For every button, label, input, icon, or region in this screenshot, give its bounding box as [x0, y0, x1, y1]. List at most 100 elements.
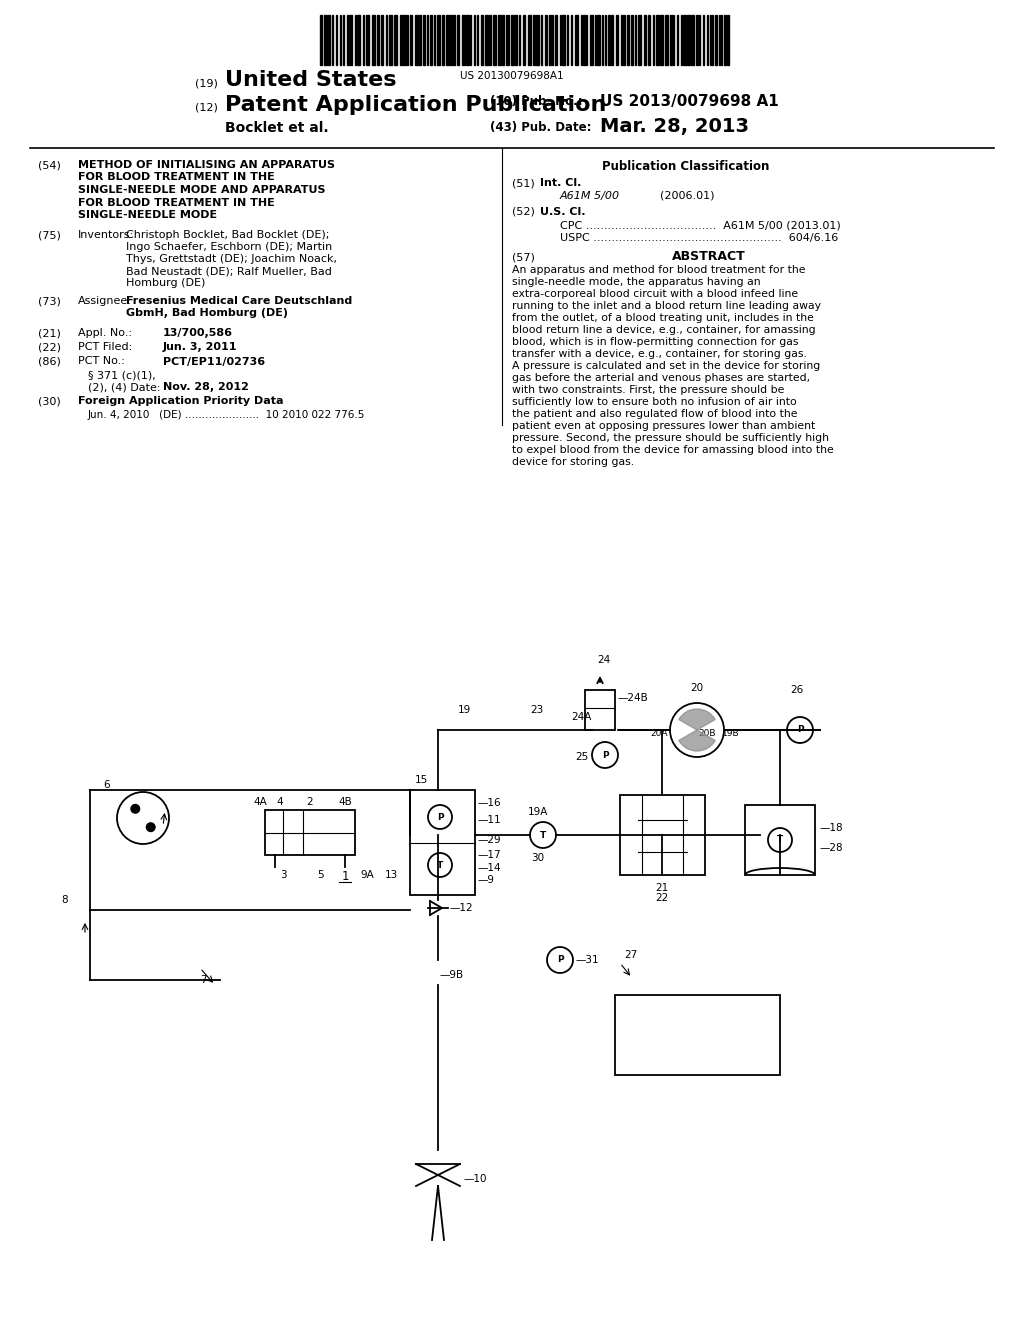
Text: —9: —9	[477, 875, 494, 884]
Text: T: T	[540, 830, 546, 840]
Bar	[265, 810, 355, 855]
Text: (2), (4) Date:: (2), (4) Date:	[88, 383, 161, 392]
Text: USPC ....................................................  604/6.16: USPC ...................................…	[560, 234, 839, 243]
Text: 5: 5	[316, 870, 324, 880]
Text: —10: —10	[464, 1173, 487, 1184]
Wedge shape	[679, 709, 715, 730]
Bar	[324, 15, 327, 65]
Text: patient even at opposing pressures lower than ambient: patient even at opposing pressures lower…	[512, 421, 815, 432]
Bar	[493, 15, 496, 65]
Bar	[415, 15, 418, 65]
Text: FOR BLOOD TREATMENT IN THE: FOR BLOOD TREATMENT IN THE	[78, 173, 274, 182]
Bar	[453, 15, 455, 65]
Text: § 371 (c)(1),: § 371 (c)(1),	[88, 371, 156, 380]
Text: Appl. No.:: Appl. No.:	[78, 329, 132, 338]
Text: to expel blood from the device for amassing blood into the: to expel blood from the device for amass…	[512, 445, 834, 455]
Text: 22: 22	[655, 894, 669, 903]
Bar	[366, 15, 369, 65]
Text: (57): (57)	[512, 252, 535, 261]
Text: the patient and also regulated flow of blood into the: the patient and also regulated flow of b…	[512, 409, 798, 418]
Text: Bocklet et al.: Bocklet et al.	[225, 121, 329, 135]
Text: sufficiently low to ensure both no infusion of air into: sufficiently low to ensure both no infus…	[512, 397, 797, 407]
Text: (86): (86)	[38, 356, 60, 367]
Text: PCT Filed:: PCT Filed:	[78, 342, 132, 352]
Bar	[388, 15, 391, 65]
Bar	[514, 15, 517, 65]
Bar	[745, 805, 815, 875]
Text: Bad Neustadt (DE); Ralf Mueller, Bad: Bad Neustadt (DE); Ralf Mueller, Bad	[126, 267, 332, 276]
Text: (30): (30)	[38, 396, 60, 407]
Text: blood return line a device, e.g., container, for amassing: blood return line a device, e.g., contai…	[512, 325, 816, 335]
Text: (21): (21)	[38, 329, 60, 338]
Text: (73): (73)	[38, 297, 60, 306]
Text: (54): (54)	[38, 160, 60, 170]
Bar	[660, 15, 663, 65]
Text: U.S. Cl.: U.S. Cl.	[540, 207, 586, 216]
Bar	[419, 15, 421, 65]
Text: device for storing gas.: device for storing gas.	[512, 457, 634, 467]
Text: 8: 8	[61, 895, 68, 906]
Text: 7: 7	[200, 975, 207, 985]
Bar	[665, 15, 668, 65]
Text: P: P	[602, 751, 608, 759]
Text: 20: 20	[690, 682, 703, 693]
Bar	[336, 15, 337, 65]
Text: ABSTRACT: ABSTRACT	[672, 249, 745, 263]
Bar	[620, 795, 705, 875]
Text: Int. Cl.: Int. Cl.	[540, 178, 582, 187]
Text: Thys, Grettstadt (DE); Joachim Noack,: Thys, Grettstadt (DE); Joachim Noack,	[126, 255, 337, 264]
Text: (51): (51)	[512, 178, 535, 187]
Text: CPC ....................................  A61M 5/00 (2013.01): CPC ....................................…	[560, 220, 841, 230]
Text: PCT/EP11/02736: PCT/EP11/02736	[163, 356, 265, 367]
Text: running to the inlet and a blood return line leading away: running to the inlet and a blood return …	[512, 301, 821, 312]
Text: —9B: —9B	[440, 970, 464, 979]
Bar	[677, 15, 678, 65]
Bar	[446, 15, 449, 65]
Text: 19A: 19A	[527, 807, 548, 817]
Text: Publication Classification: Publication Classification	[602, 160, 769, 173]
Wedge shape	[679, 730, 715, 751]
Text: P: P	[557, 956, 563, 965]
Text: United States: United States	[225, 70, 396, 90]
Text: SINGLE-NEEDLE MODE: SINGLE-NEEDLE MODE	[78, 210, 217, 220]
Text: 20A: 20A	[650, 729, 668, 738]
Text: Ingo Schaefer, Eschborn (DE); Martin: Ingo Schaefer, Eschborn (DE); Martin	[126, 243, 332, 252]
Bar	[381, 15, 383, 65]
Bar	[707, 15, 708, 65]
Bar	[570, 15, 572, 65]
Text: (10) Pub. No.:: (10) Pub. No.:	[490, 95, 583, 108]
Bar	[631, 15, 633, 65]
Bar	[399, 15, 402, 65]
Text: US 20130079698A1: US 20130079698A1	[460, 71, 564, 81]
Text: (2006.01): (2006.01)	[660, 191, 715, 201]
Bar	[372, 15, 375, 65]
Bar	[555, 15, 557, 65]
Bar	[476, 15, 478, 65]
Bar	[511, 15, 513, 65]
Bar	[536, 15, 539, 65]
Bar	[462, 15, 465, 65]
Bar	[450, 15, 452, 65]
Text: (22): (22)	[38, 342, 61, 352]
Text: FOR BLOOD TREATMENT IN THE: FOR BLOOD TREATMENT IN THE	[78, 198, 274, 207]
Text: —31: —31	[575, 954, 600, 965]
Text: blood, which is in flow-permitting connection for gas: blood, which is in flow-permitting conne…	[512, 337, 799, 347]
Bar	[342, 15, 344, 65]
Text: from the outlet, of a blood treating unit, includes in the: from the outlet, of a blood treating uni…	[512, 313, 814, 323]
Bar	[590, 15, 593, 65]
Text: METHOD OF INITIALISING AN APPARATUS: METHOD OF INITIALISING AN APPARATUS	[78, 160, 335, 170]
Text: gas before the arterial and venous phases are started,: gas before the arterial and venous phase…	[512, 374, 810, 383]
Bar	[410, 15, 412, 65]
Bar	[346, 15, 348, 65]
Bar	[724, 15, 726, 65]
Bar	[683, 15, 686, 65]
Bar	[498, 15, 501, 65]
Text: 13/700,586: 13/700,586	[163, 329, 233, 338]
Text: P: P	[436, 813, 443, 821]
Bar	[656, 15, 658, 65]
Text: 1: 1	[341, 870, 349, 883]
Text: transfer with a device, e.g., container, for storing gas.: transfer with a device, e.g., container,…	[512, 348, 807, 359]
Bar	[621, 15, 623, 65]
Bar	[350, 15, 352, 65]
Text: Fresenius Medical Care Deutschland: Fresenius Medical Care Deutschland	[126, 297, 352, 306]
